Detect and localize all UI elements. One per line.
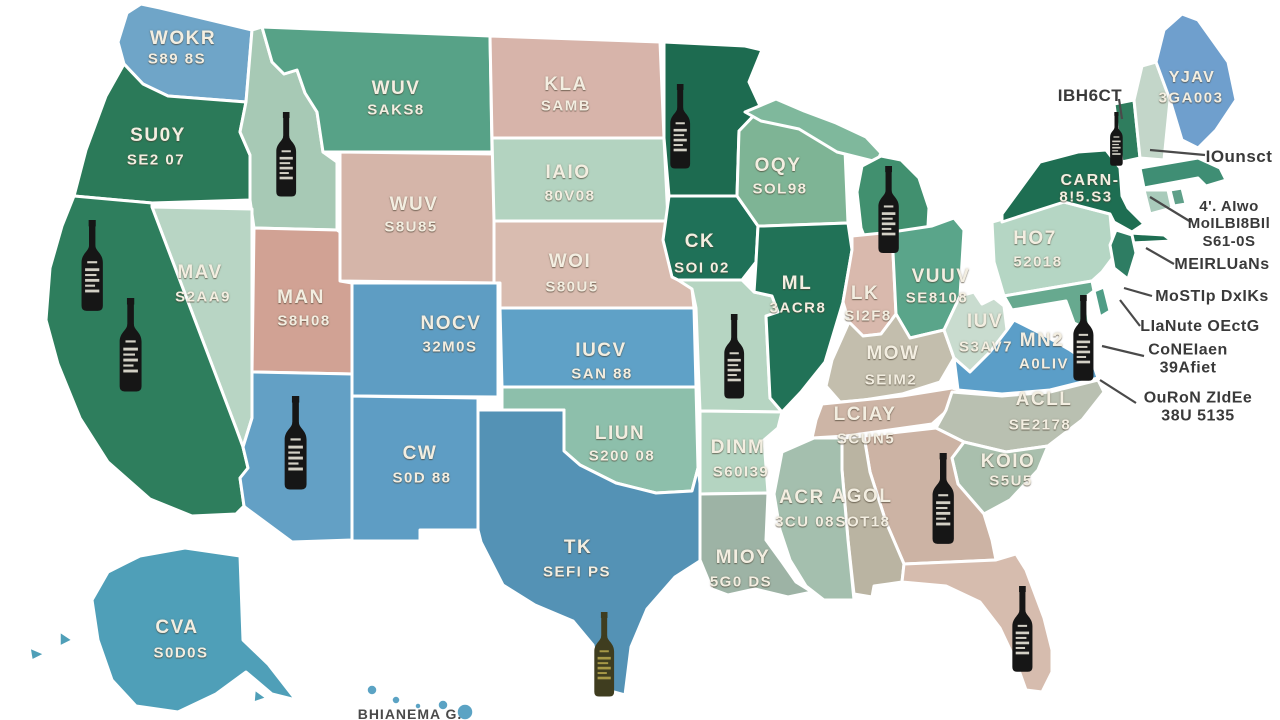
callout-line-vt-pointer bbox=[1117, 98, 1124, 120]
hawaii-island bbox=[366, 684, 378, 696]
hawaii-caption: BHIANEMA G. bbox=[357, 706, 463, 720]
bottle-icons bbox=[81, 84, 1123, 697]
state-north-dakota bbox=[488, 34, 666, 140]
state-new-jersey bbox=[1108, 228, 1138, 281]
wine-bottle-icon-ca-s bbox=[119, 298, 142, 392]
state-michigan-upper bbox=[743, 97, 883, 164]
callout-line-ma bbox=[1149, 196, 1192, 223]
wine-bottle-icon-ga bbox=[932, 453, 954, 544]
callout-line-de bbox=[1101, 344, 1145, 358]
state-virginia bbox=[952, 318, 1100, 396]
state-colorado bbox=[350, 281, 500, 399]
state-new-york bbox=[1000, 148, 1146, 234]
wine-bottle-icon-mi bbox=[878, 166, 899, 254]
alaska-island bbox=[59, 631, 73, 647]
hawaii-island bbox=[391, 695, 401, 705]
state-new-mexico bbox=[350, 394, 480, 543]
wine-bottle-icon-id bbox=[276, 112, 297, 197]
state-south-dakota bbox=[490, 136, 670, 223]
state-mississippi bbox=[772, 436, 856, 602]
wine-bottle-icon-fl bbox=[1012, 586, 1033, 672]
state-iowa bbox=[661, 194, 760, 282]
state-kansas bbox=[498, 306, 698, 389]
alaska-island bbox=[29, 647, 45, 661]
state-kentucky bbox=[824, 312, 956, 404]
state-north-carolina bbox=[934, 378, 1106, 454]
alaska-island bbox=[253, 689, 267, 703]
state-shapes bbox=[29, 2, 1238, 720]
state-delaware bbox=[1092, 285, 1112, 319]
state-maine bbox=[1154, 12, 1238, 150]
state-alaska bbox=[90, 546, 298, 714]
callout-line-nj bbox=[1119, 299, 1141, 327]
state-wyoming bbox=[338, 150, 500, 285]
state-massachusetts bbox=[1138, 156, 1228, 190]
state-utah bbox=[250, 226, 354, 376]
wine-bottle-icon-mn bbox=[670, 84, 691, 169]
wine-bottle-icon-ca-n bbox=[81, 220, 103, 311]
wine-bottle-icon-tx bbox=[594, 612, 615, 697]
wine-bottle-icon-md bbox=[1073, 295, 1094, 381]
wine-bottle-icon-az bbox=[284, 396, 307, 490]
callout-lines bbox=[1099, 98, 1206, 404]
wine-bottle-icon-mo bbox=[724, 314, 745, 399]
hawaii-island bbox=[456, 703, 474, 720]
callout-line-nh bbox=[1149, 148, 1206, 157]
callout-line-ct bbox=[1123, 286, 1153, 298]
callout-line-md bbox=[1099, 379, 1137, 404]
state-texas bbox=[476, 408, 708, 697]
state-long-island bbox=[1128, 231, 1174, 245]
state-rhode-island bbox=[1168, 186, 1188, 208]
wine-bottle-icon-vt bbox=[1110, 112, 1123, 166]
state-arkansas bbox=[698, 409, 784, 496]
state-louisiana bbox=[698, 491, 814, 599]
callout-line-ri bbox=[1145, 247, 1175, 265]
hawaii-island bbox=[437, 699, 449, 711]
hawaii-island bbox=[414, 702, 422, 710]
